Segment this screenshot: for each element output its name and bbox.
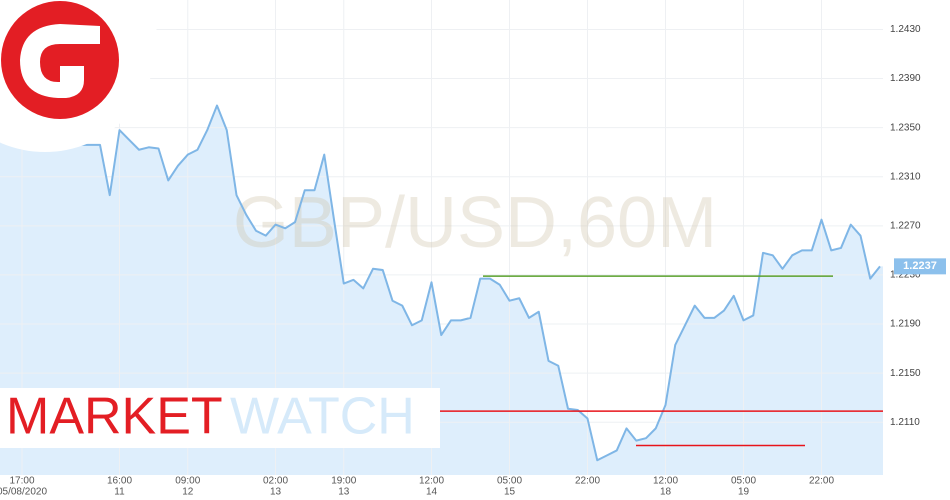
- y-tick-label: 1.2310: [890, 171, 921, 182]
- x-tick-label: 22:00: [575, 476, 600, 487]
- y-tick-label: 1.2350: [890, 122, 921, 133]
- x-tick-label: 11: [114, 487, 125, 498]
- price-tag-label: 1.2237: [903, 260, 937, 272]
- x-tick-label: 17:00: [9, 476, 34, 487]
- y-tick-label: 1.2430: [890, 24, 921, 35]
- y-tick-label: 1.2190: [890, 319, 921, 330]
- x-tick-label: 05/08/2020: [0, 487, 47, 498]
- line: [22, 104, 881, 462]
- watermark: GBP/USD,60M: [233, 183, 717, 263]
- area: [0, 105, 883, 476]
- y-tick-label: 1.2150: [890, 368, 921, 379]
- x-tick-label: 16:00: [107, 476, 132, 487]
- x-tick-label: 22:00: [809, 476, 834, 487]
- logo-mark: [20, 24, 100, 98]
- x-tick-label: 19:00: [331, 476, 356, 487]
- y-tick-label: 1.2390: [890, 73, 921, 84]
- y-tick-label: 1.2230: [890, 270, 921, 281]
- y-tick-label: 1.2110: [890, 417, 920, 428]
- x-tick-label: 15: [504, 487, 516, 498]
- x-tick-label: 13: [270, 487, 282, 498]
- x-tick-label: 12:00: [653, 476, 678, 487]
- x-tick-label: 13: [338, 487, 350, 498]
- x-tick-label: 19: [738, 487, 750, 498]
- brand-market: MARKET: [6, 388, 223, 446]
- x-tick-label: 02:00: [263, 476, 288, 487]
- x-tick-label: 12:00: [419, 476, 444, 487]
- x-tick-label: 05:00: [497, 476, 522, 487]
- x-tick-label: 14: [426, 487, 438, 498]
- x-tick-label: 18: [660, 487, 672, 498]
- x-tick-label: 05:00: [731, 476, 756, 487]
- y-tick-label: 1.2270: [890, 220, 921, 231]
- logo-circle: [1, 1, 119, 119]
- x-tick-label: 09:00: [175, 476, 200, 487]
- banner: [0, 388, 440, 448]
- x-tick-label: 12: [182, 487, 194, 498]
- price-tag: [894, 258, 946, 275]
- brand-watch: WATCH: [230, 388, 415, 446]
